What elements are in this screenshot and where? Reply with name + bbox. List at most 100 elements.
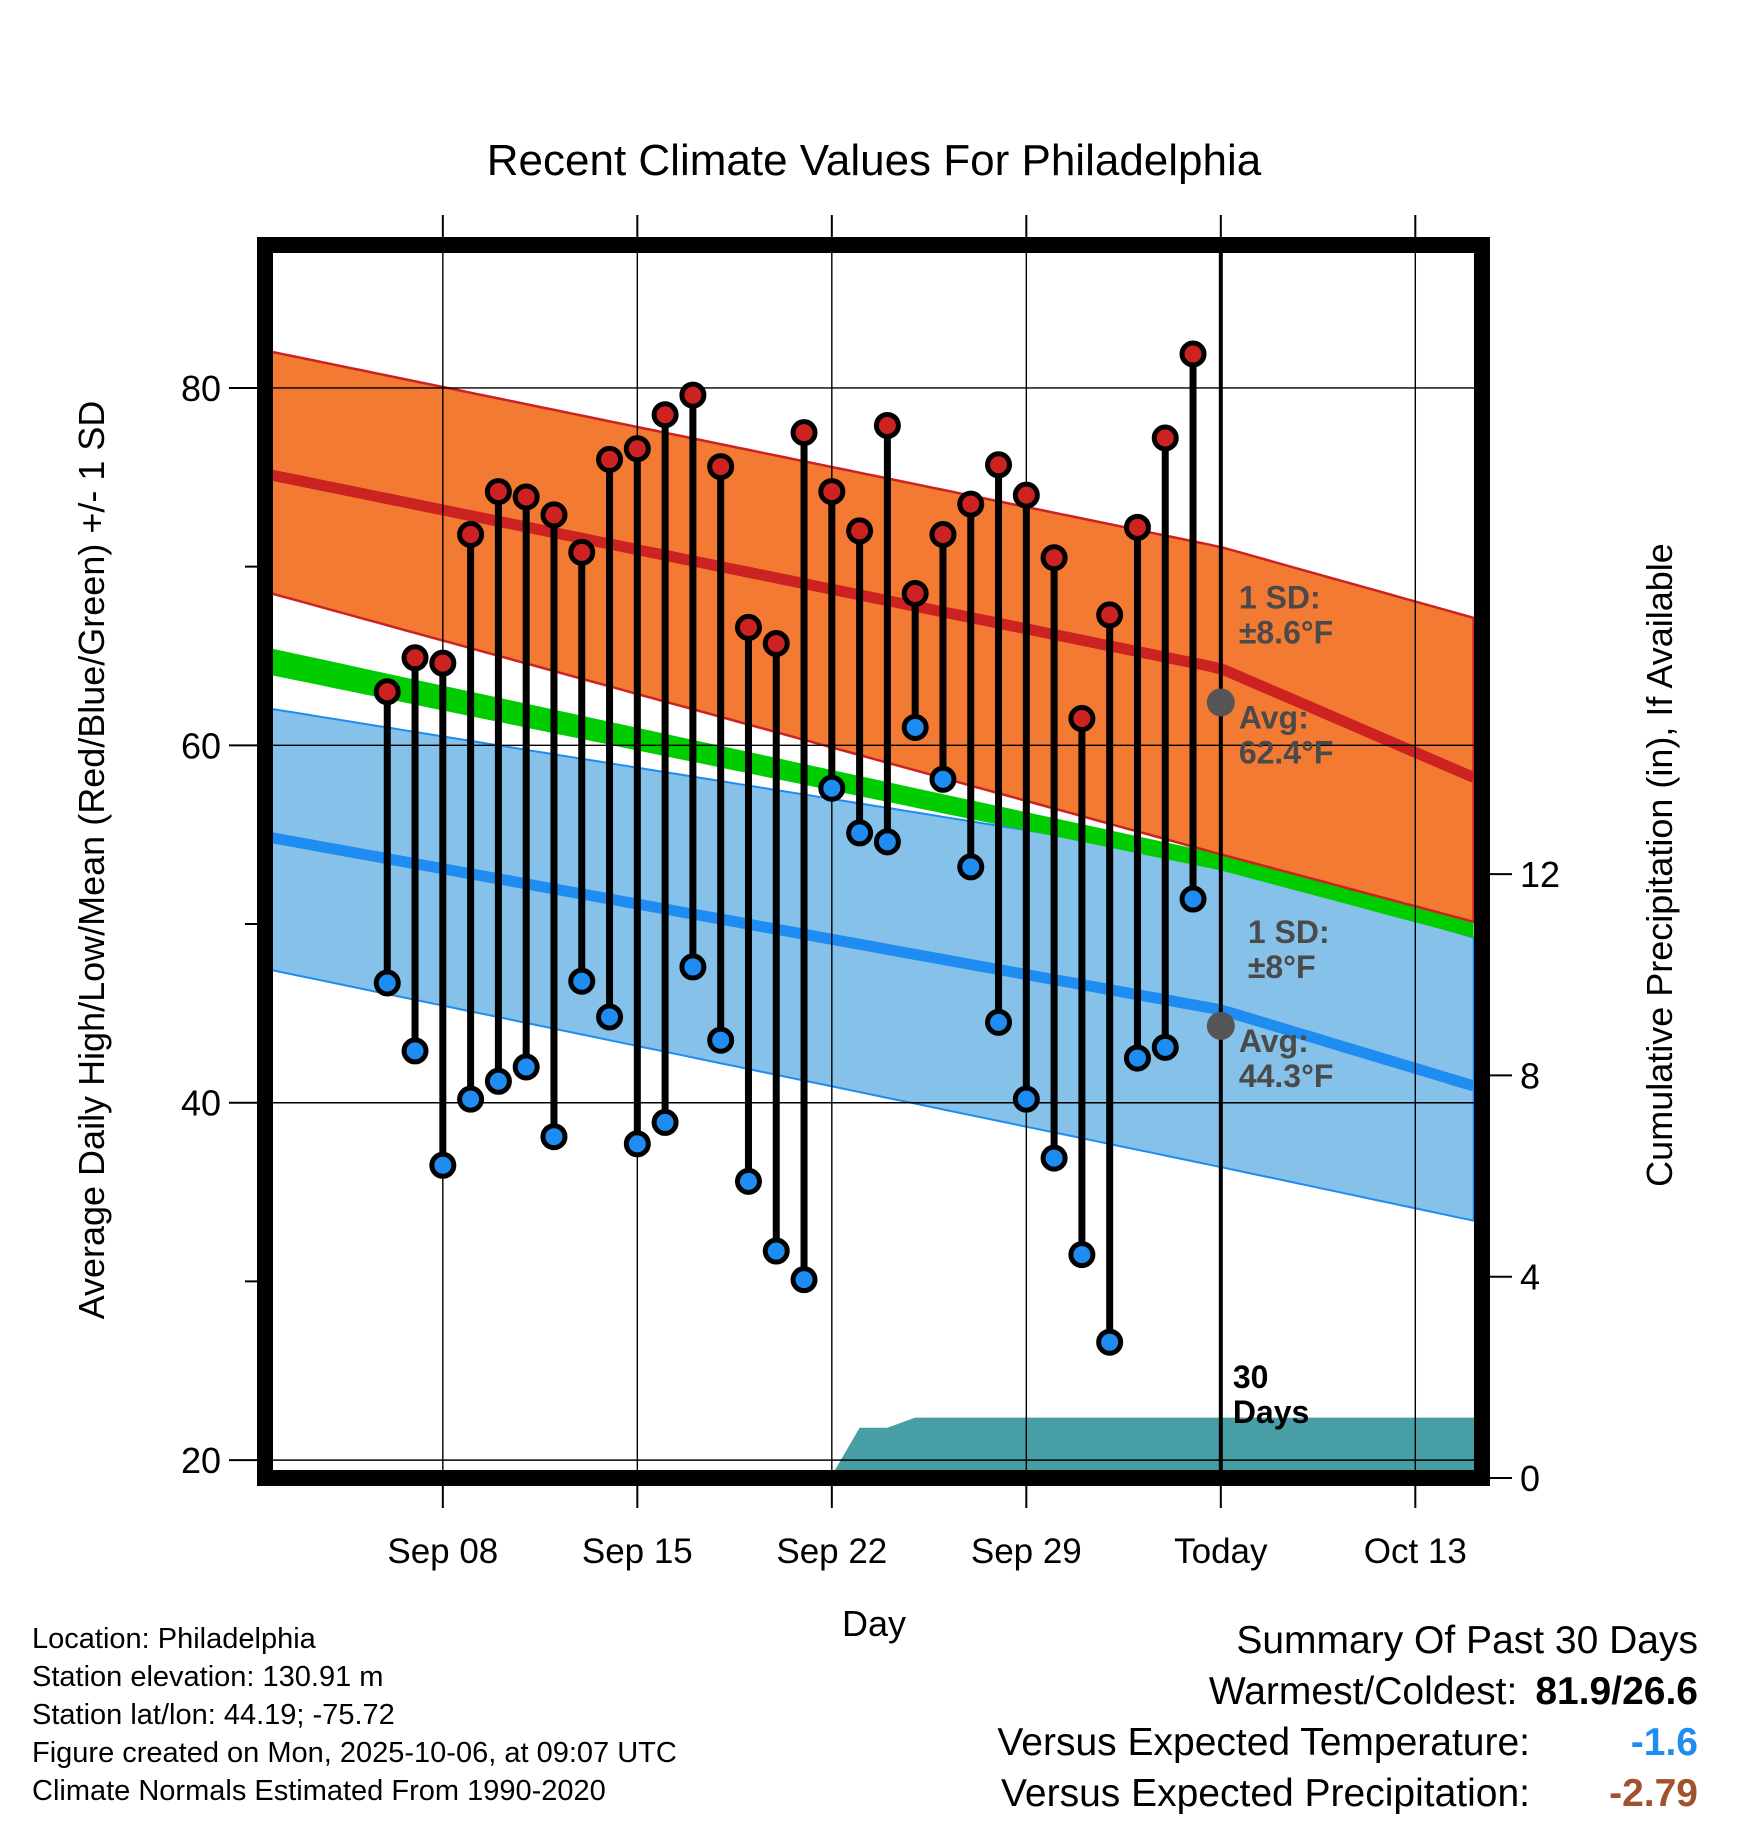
normals-text: Climate Normals Estimated From 1990-2020 xyxy=(32,1775,606,1807)
daily-high-point xyxy=(790,419,818,447)
daily-low-point xyxy=(734,1167,762,1195)
precipitation-area xyxy=(815,1417,1482,1478)
high-mean-line xyxy=(265,468,1476,783)
daily-low-point xyxy=(457,1085,485,1113)
plot-area xyxy=(265,245,1482,1478)
daily-low-point xyxy=(818,774,846,802)
low-normal-band xyxy=(265,706,1475,1222)
high-avg-label: Avg: 62.4°F xyxy=(1239,699,1334,770)
high-normal-band xyxy=(265,349,1475,924)
daily-low-point xyxy=(1151,1033,1179,1061)
daily-low-point xyxy=(846,819,874,847)
summary-title: Summary Of Past 30 Days xyxy=(1236,1619,1698,1662)
summary-warm-cold-row: Warmest/Coldest: 81.9/26.6 xyxy=(997,1666,1698,1717)
daily-high-point xyxy=(1096,601,1124,629)
daily-low-point xyxy=(596,1003,624,1031)
y-left-tick-label: 80 xyxy=(181,368,221,409)
plot-frame xyxy=(257,237,1490,1486)
x-tick-label: Oct 13 xyxy=(1364,1532,1467,1571)
temp-diff-value: -1.6 xyxy=(1630,1721,1698,1764)
daily-low-point xyxy=(401,1037,429,1065)
y-right-tick-label: 4 xyxy=(1520,1257,1540,1298)
daily-high-point xyxy=(568,538,596,566)
daily-low-point xyxy=(623,1130,651,1158)
mean-normal-band xyxy=(265,647,1474,938)
daily-high-point xyxy=(873,411,901,439)
x-tick-label: Today xyxy=(1174,1532,1268,1571)
station-info: Location: Philadelphia Station elevation… xyxy=(32,1620,677,1810)
y-left-tick-label: 40 xyxy=(181,1083,221,1124)
precip-diff-label: Versus Expected Precipitation: xyxy=(1001,1772,1530,1815)
low-sd-label: 1 SD: ±8°F xyxy=(1248,914,1330,985)
daily-high-point xyxy=(734,613,762,641)
daily-high-point xyxy=(1012,481,1040,509)
daily-high-point xyxy=(651,401,679,429)
created-text: Figure created on Mon, 2025-10-06, at 09… xyxy=(32,1737,677,1769)
daily-low-point xyxy=(790,1266,818,1294)
daily-high-point xyxy=(373,678,401,706)
daily-high-point xyxy=(985,451,1013,479)
chart-title: Recent Climate Values For Philadelphia xyxy=(487,136,1262,185)
daily-low-point xyxy=(429,1151,457,1179)
x-axis-label: Day xyxy=(842,1603,906,1644)
precip-diff-value: -2.79 xyxy=(1609,1772,1698,1815)
summary-precip-row: Versus Expected Precipitation: -2.79 xyxy=(997,1768,1698,1819)
x-tick-label: Sep 08 xyxy=(387,1532,498,1571)
summary-panel: Summary Of Past 30 Days Warmest/Coldest:… xyxy=(997,1615,1698,1819)
temp-diff-label: Versus Expected Temperature: xyxy=(997,1721,1530,1764)
today-days-label: 30 Days xyxy=(1233,1359,1310,1430)
daily-high-point xyxy=(707,453,735,481)
y-axis-label-right: Cumulative Precipitation (in), If Availa… xyxy=(1639,543,1680,1187)
warm-cold-label: Warmest/Coldest: xyxy=(1208,1670,1518,1713)
daily-high-point xyxy=(762,629,790,657)
daily-high-point xyxy=(679,381,707,409)
daily-low-point xyxy=(929,765,957,793)
y-right-tick-label: 8 xyxy=(1520,1055,1540,1096)
daily-low-point xyxy=(707,1026,735,1054)
y-right-tick-label: 12 xyxy=(1520,854,1560,895)
daily-high-point xyxy=(512,483,540,511)
today-high-avg-marker xyxy=(1206,688,1235,717)
daily-low-point xyxy=(512,1053,540,1081)
daily-high-point xyxy=(1151,424,1179,452)
daily-high-point xyxy=(596,445,624,473)
daily-low-point xyxy=(1012,1085,1040,1113)
daily-low-point xyxy=(1040,1144,1068,1172)
daily-low-point xyxy=(484,1067,512,1095)
low-avg-label: Avg: 44.3°F xyxy=(1239,1023,1334,1094)
daily-high-point xyxy=(1068,705,1096,733)
x-tick-label: Sep 29 xyxy=(971,1532,1082,1571)
daily-low-point xyxy=(540,1123,568,1151)
daily-low-point xyxy=(1123,1044,1151,1072)
daily-high-point xyxy=(957,490,985,518)
daily-high-point xyxy=(623,435,651,463)
y-left-tick-label: 20 xyxy=(181,1440,221,1481)
daily-low-point xyxy=(373,969,401,997)
daily-high-point xyxy=(540,501,568,529)
latlon-text: Station lat/lon: 44.19; -75.72 xyxy=(32,1699,395,1731)
daily-low-point xyxy=(957,853,985,881)
daily-low-point xyxy=(651,1108,679,1136)
warm-cold-value: 81.9/26.6 xyxy=(1535,1670,1698,1713)
location-text: Location: Philadelphia xyxy=(32,1623,316,1655)
daily-low-point xyxy=(873,828,901,856)
y-left-tick-label: 60 xyxy=(181,725,221,766)
y-right-tick-label: 0 xyxy=(1520,1458,1540,1499)
elevation-text: Station elevation: 130.91 m xyxy=(32,1661,384,1693)
x-tick-label: Sep 15 xyxy=(582,1532,693,1571)
daily-high-point xyxy=(1123,513,1151,541)
daily-high-point xyxy=(818,478,846,506)
daily-low-point xyxy=(985,1008,1013,1036)
daily-high-point xyxy=(1179,340,1207,368)
y-axis-label-left: Average Daily High/Low/Mean (Red/Blue/Gr… xyxy=(71,401,112,1320)
daily-high-point xyxy=(429,649,457,677)
daily-high-point xyxy=(901,579,929,607)
daily-high-point xyxy=(1040,544,1068,572)
daily-high-point xyxy=(846,517,874,545)
daily-low-point xyxy=(762,1237,790,1265)
daily-low-point xyxy=(568,967,596,995)
daily-high-point xyxy=(484,478,512,506)
high-sd-label: 1 SD: ±8.6°F xyxy=(1239,579,1333,650)
low-mean-line xyxy=(265,831,1476,1092)
